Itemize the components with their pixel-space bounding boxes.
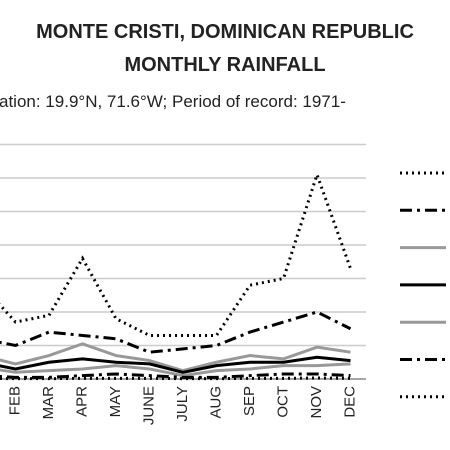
chart-title: MONTHLY RAINFALL xyxy=(124,54,325,76)
series-line xyxy=(0,342,351,373)
chart-subtitle: ation: 19.9°N, 71.6°W; Period of record:… xyxy=(0,92,346,111)
x-tick-label: NOV xyxy=(308,386,325,419)
series-line xyxy=(0,355,351,374)
x-tick-label: SEP xyxy=(241,386,258,416)
x-tick-label: DEC xyxy=(341,386,358,418)
series-line xyxy=(0,376,351,381)
x-tick-label: MAY xyxy=(107,386,124,417)
series-line xyxy=(0,362,351,378)
chart-title: MONTE CRISTI, DOMINICAN REPUBLIC xyxy=(36,21,414,43)
x-tick-label: JUNE xyxy=(140,386,157,425)
x-tick-label: OCT xyxy=(274,386,291,418)
x-tick-label: AUG xyxy=(207,386,224,419)
x-tick-label: MAR xyxy=(40,386,57,420)
x-tick-label: FEB xyxy=(6,386,23,415)
series-line xyxy=(0,169,352,337)
x-tick-label: APR xyxy=(73,386,90,417)
series-line xyxy=(0,310,352,354)
x-tick-label: JULY xyxy=(174,386,191,422)
